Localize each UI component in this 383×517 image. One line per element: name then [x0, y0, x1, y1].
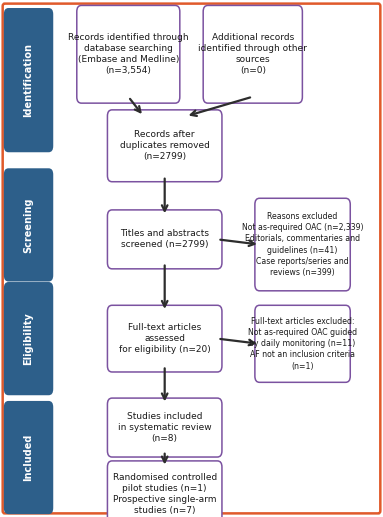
FancyBboxPatch shape [4, 401, 53, 514]
Text: Studies included
in systematic review
(n=8): Studies included in systematic review (n… [118, 412, 211, 443]
Text: Full-text articles excluded:
Not as-required OAC guided
by daily monitoring (n=1: Full-text articles excluded: Not as-requ… [248, 317, 357, 371]
FancyBboxPatch shape [107, 210, 222, 269]
FancyBboxPatch shape [4, 169, 53, 282]
FancyBboxPatch shape [107, 398, 222, 457]
FancyBboxPatch shape [107, 305, 222, 372]
Text: Records after
duplicates removed
(n=2799): Records after duplicates removed (n=2799… [120, 130, 210, 161]
FancyBboxPatch shape [203, 5, 303, 103]
FancyBboxPatch shape [4, 8, 53, 152]
Text: Reasons excluded
Not as-required OAC (n=2,339)
Editorials, commentaries and
guid: Reasons excluded Not as-required OAC (n=… [242, 212, 363, 277]
Text: Records identified through
database searching
(Embase and Medline)
(n=3,554): Records identified through database sear… [68, 33, 188, 75]
Text: Titles and abstracts
screened (n=2799): Titles and abstracts screened (n=2799) [120, 230, 209, 249]
FancyBboxPatch shape [255, 198, 350, 291]
Text: Eligibility: Eligibility [23, 312, 34, 365]
FancyBboxPatch shape [107, 110, 222, 182]
Text: Additional records
identified through other
sources
(n=0): Additional records identified through ot… [198, 33, 307, 75]
Text: Included: Included [23, 434, 34, 481]
Text: Full-text articles
assessed
for eligibility (n=20): Full-text articles assessed for eligibil… [119, 323, 211, 354]
Text: Randomised controlled
pilot studies (n=1)
Prospective single-arm
studies (n=7): Randomised controlled pilot studies (n=1… [113, 473, 217, 515]
FancyBboxPatch shape [255, 305, 350, 383]
FancyBboxPatch shape [4, 282, 53, 396]
Text: Identification: Identification [23, 43, 34, 117]
FancyBboxPatch shape [3, 4, 380, 513]
Text: Screening: Screening [23, 197, 34, 253]
FancyBboxPatch shape [77, 5, 180, 103]
FancyBboxPatch shape [107, 461, 222, 517]
